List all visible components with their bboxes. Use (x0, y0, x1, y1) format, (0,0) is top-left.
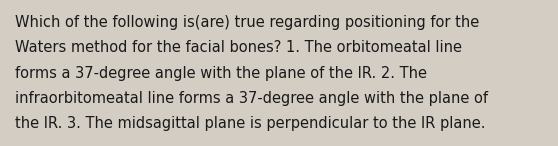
Text: Waters method for the facial bones? 1. The orbitomeatal line: Waters method for the facial bones? 1. T… (15, 40, 461, 55)
Text: Which of the following is(are) true regarding positioning for the: Which of the following is(are) true rega… (15, 15, 479, 30)
Text: infraorbitomeatal line forms a 37-degree angle with the plane of: infraorbitomeatal line forms a 37-degree… (15, 91, 488, 106)
Text: the IR. 3. The midsagittal plane is perpendicular to the IR plane.: the IR. 3. The midsagittal plane is perp… (15, 116, 485, 131)
Text: forms a 37-degree angle with the plane of the IR. 2. The: forms a 37-degree angle with the plane o… (15, 66, 426, 81)
